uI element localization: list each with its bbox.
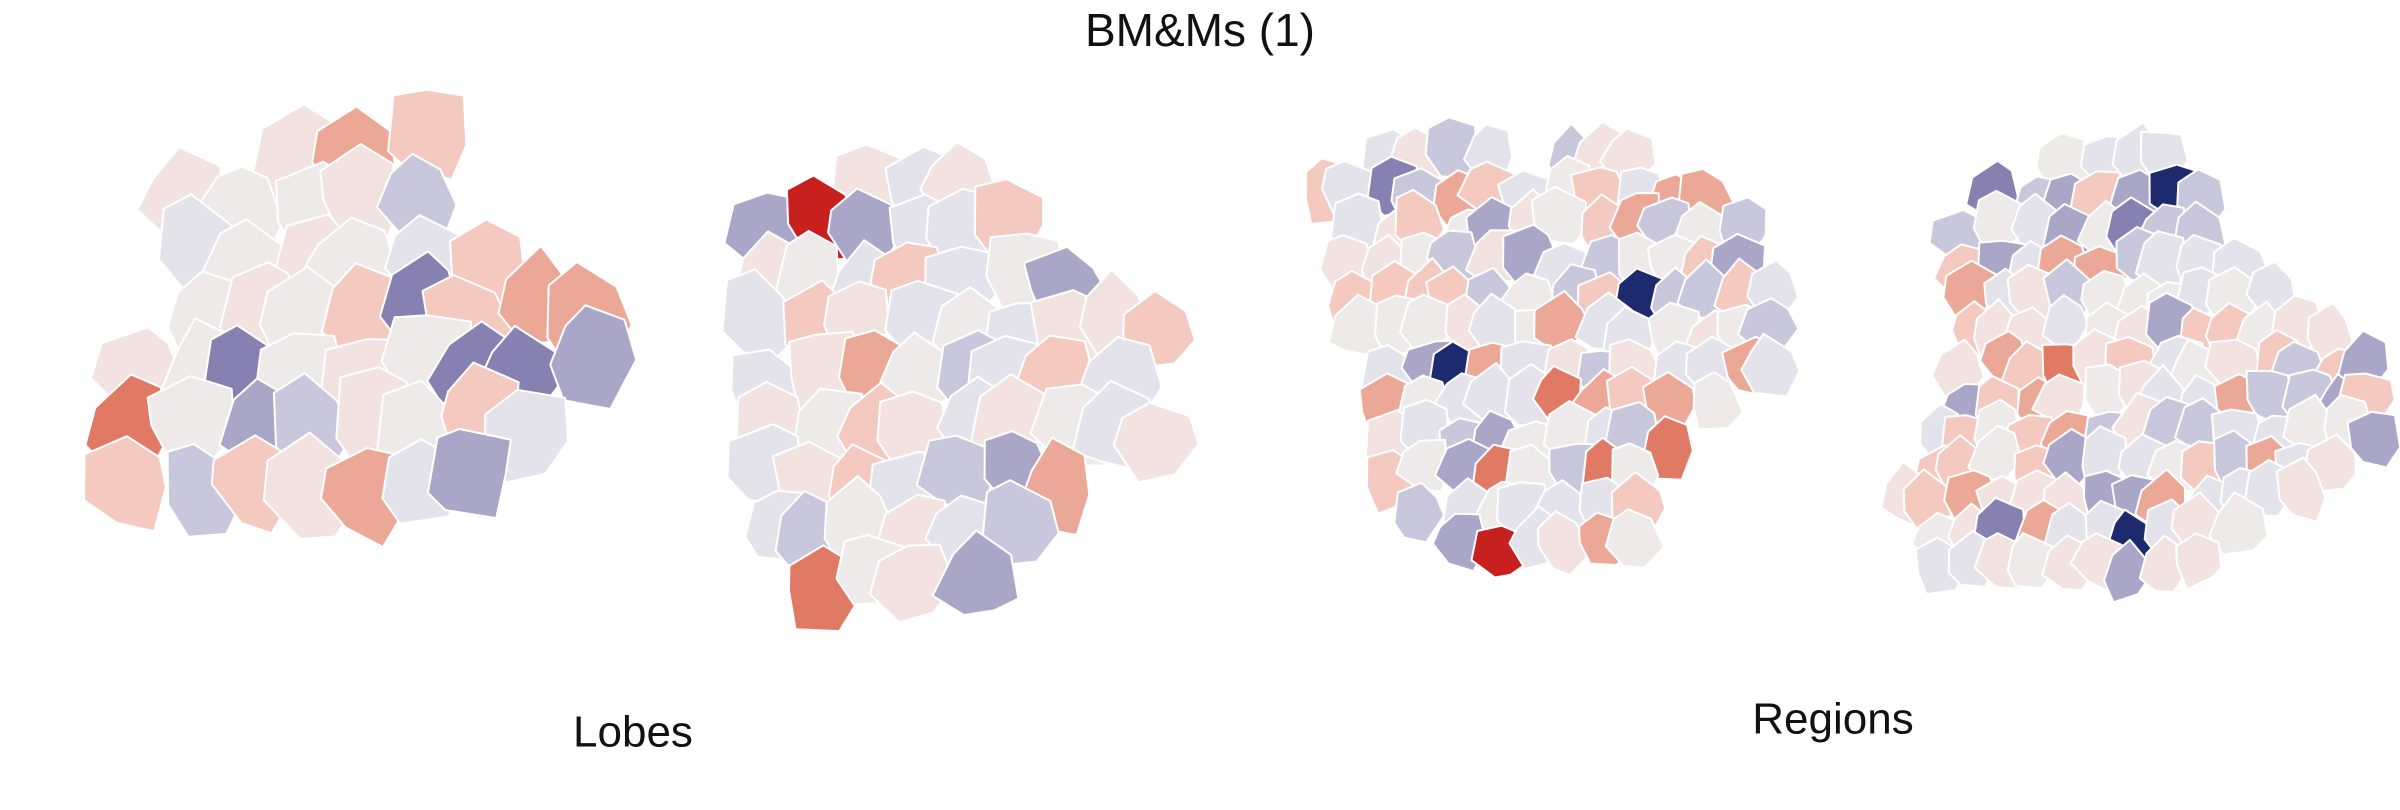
- brain-region: [1530, 185, 1587, 246]
- brain-region: [2208, 491, 2269, 556]
- brain-region: [1395, 438, 1449, 493]
- brain-region: [1112, 401, 1200, 484]
- panel-label: Lobes: [573, 708, 693, 757]
- brain-region: [868, 543, 957, 624]
- brain-region: [1393, 481, 1446, 544]
- brain-region: [1641, 415, 1694, 481]
- brain-region: [1537, 510, 1593, 577]
- brain-region: [931, 529, 1020, 617]
- brain-region: [549, 304, 638, 410]
- brain-region: [2346, 410, 2400, 469]
- panel-label: Regions: [1752, 695, 1913, 744]
- brain-region: [2275, 456, 2327, 523]
- brain-region: [83, 435, 167, 533]
- brain-region: [2103, 538, 2152, 604]
- flatmaps: [83, 88, 2400, 633]
- figure-title: BM&Ms (1): [1085, 4, 1315, 56]
- brain-region: [1740, 332, 1801, 398]
- brain-region: [981, 479, 1060, 566]
- brain-region: [1604, 508, 1665, 570]
- brain-region: [1692, 371, 1744, 431]
- brain-region: [2175, 532, 2223, 591]
- brain-region: [426, 427, 512, 520]
